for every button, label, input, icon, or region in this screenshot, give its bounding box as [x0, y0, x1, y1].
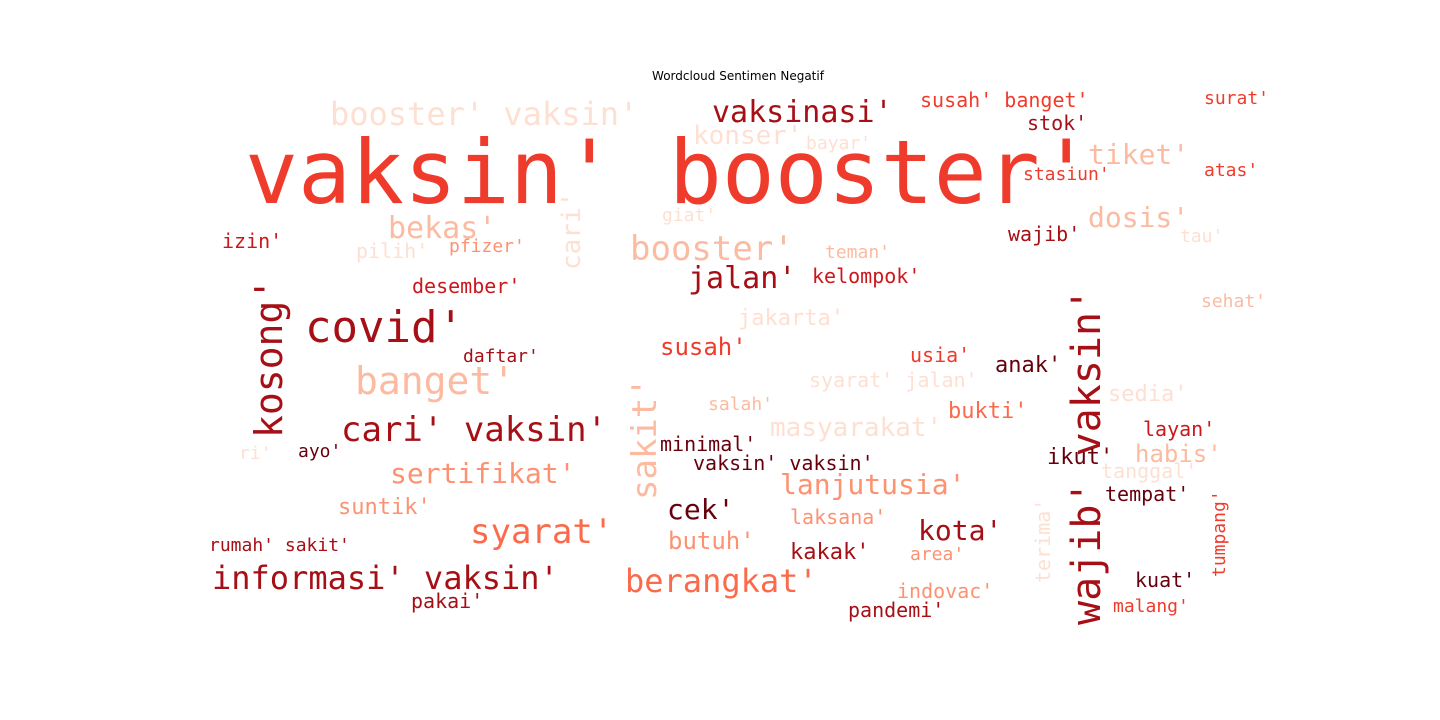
wordcloud-word: vaksin' vaksin' — [693, 451, 874, 475]
wordcloud-word: covid' — [305, 302, 464, 353]
wordcloud-word: layan' — [1143, 417, 1215, 441]
wordcloud-word: malang' — [1113, 596, 1189, 617]
wordcloud-word: tanggal' — [1101, 459, 1197, 483]
wordcloud-word: wajib' vaksin' — [1064, 288, 1110, 625]
wordcloud-word: jakarta' — [738, 306, 844, 331]
wordcloud-word: cari' — [557, 192, 587, 270]
wordcloud-word: ayo' — [298, 441, 341, 462]
wordcloud-word: tumpang' — [1209, 490, 1230, 577]
wordcloud-word: surat' — [1204, 88, 1269, 109]
wordcloud-word: desember' — [412, 274, 520, 298]
wordcloud-word: pandemi' — [848, 598, 944, 622]
wordcloud-word: syarat' jalan' — [809, 368, 978, 392]
wordcloud-word: bukti' — [948, 399, 1027, 424]
wordcloud-word: masyarakat' — [770, 413, 942, 443]
wordcloud-word: jalan' — [688, 261, 796, 296]
wordcloud-word: habis' — [1135, 440, 1222, 468]
wordcloud-word: vaksinasi' — [712, 95, 893, 130]
wordcloud-word: teman' — [825, 242, 890, 263]
wordcloud-word: kosong' — [247, 278, 291, 438]
wordcloud-word: sertifikat' — [390, 457, 575, 490]
wordcloud-word: izin' — [222, 229, 282, 253]
wordcloud-word: butuh' — [668, 527, 755, 555]
wordcloud-word: informasi' vaksin' — [212, 559, 559, 597]
wordcloud-word: pfizer' — [449, 236, 525, 257]
wordcloud-word: booster' vaksin' — [330, 95, 638, 133]
wordcloud-word: minimal' — [660, 432, 756, 456]
wordcloud-word: atas' — [1204, 160, 1258, 181]
wordcloud-word: tempat' — [1105, 482, 1189, 506]
wordcloud-word: kakak' — [790, 540, 869, 565]
wordcloud-word: salah' — [708, 394, 773, 415]
wordcloud-word: indovac' — [897, 579, 993, 603]
wordcloud-word: berangkat' — [625, 562, 818, 600]
wordcloud-word: syarat' — [470, 512, 613, 552]
wordcloud-word: laksana' — [790, 505, 886, 529]
wordcloud-word: booster' — [630, 229, 794, 269]
wordcloud-word: cek' — [667, 493, 734, 526]
wordcloud-word: vaksin' booster' — [245, 121, 1093, 224]
wordcloud-word: cari' vaksin' — [341, 410, 607, 450]
wordcloud-word: bayar' — [806, 133, 871, 154]
wordcloud-word: susah' — [660, 333, 747, 361]
wordcloud-word: bekas' — [388, 211, 496, 246]
wordcloud-word: wajib' — [1008, 222, 1080, 246]
wordcloud-word: sehat' — [1201, 291, 1266, 312]
wordcloud-word: usia' — [910, 343, 970, 367]
wordcloud-word: stok' — [1027, 111, 1087, 135]
wordcloud-word: tiket' — [1088, 138, 1189, 171]
wordcloud-word: kuat' — [1135, 568, 1195, 592]
wordcloud-word: giat' — [662, 205, 716, 226]
wordcloud-word: ikut' — [1047, 445, 1113, 470]
wordcloud-word: pakai' — [411, 589, 483, 613]
wordcloud-word: terima' — [1031, 499, 1055, 583]
wordcloud-word: tau' — [1180, 226, 1223, 247]
wordcloud-word: stasiun' — [1023, 164, 1110, 185]
wordcloud-word: lanjutusia' — [780, 468, 965, 501]
wordcloud-word: suntik' — [338, 495, 431, 520]
wordcloud-word: kota' — [918, 514, 1002, 547]
wordcloud-word: daftar' — [463, 346, 539, 367]
wordcloud-word: pilih' — [356, 239, 428, 263]
wordcloud-title: Wordcloud Sentimen Negatif — [652, 69, 825, 83]
wordcloud-word: area' — [910, 544, 964, 565]
wordcloud-word: banget' — [355, 359, 515, 403]
wordcloud-word: sakit' — [625, 377, 665, 500]
wordcloud-word: ri' — [239, 443, 272, 464]
wordcloud-word: susah' banget' — [920, 88, 1089, 112]
wordcloud-word: dosis' — [1088, 201, 1189, 234]
wordcloud-word: sedia' — [1108, 382, 1187, 407]
wordcloud-word: anak' — [995, 353, 1061, 378]
wordcloud-word: kelompok' — [812, 264, 920, 288]
wordcloud-words: vaksin' booster' wajib' vaksin' covid' koso… — [209, 88, 1269, 625]
wordcloud-word: konser' — [693, 121, 803, 151]
wordcloud-word: rumah' sakit' — [209, 535, 350, 556]
